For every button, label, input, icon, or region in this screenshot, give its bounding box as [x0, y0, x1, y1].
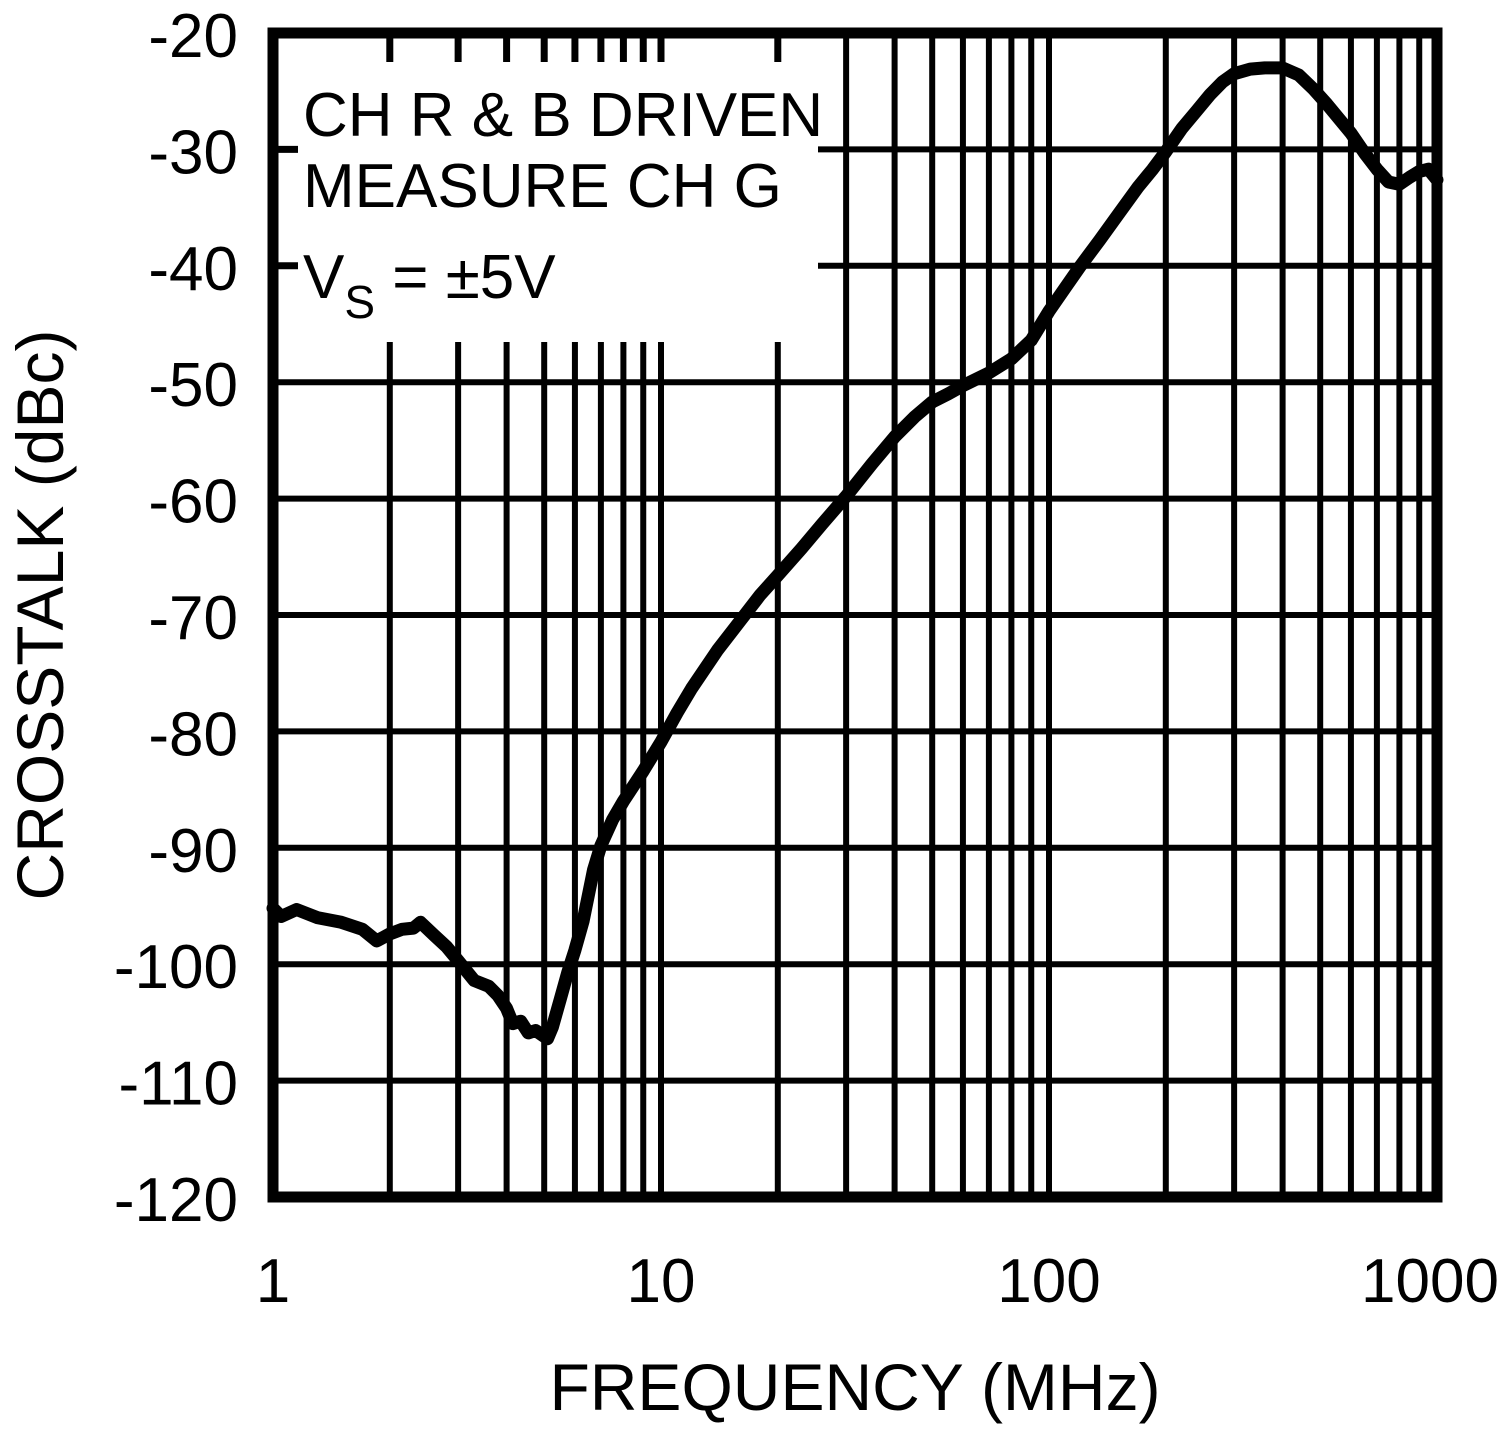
x-tick-label: 10	[627, 1247, 696, 1316]
y-tick-label: -70	[148, 584, 238, 653]
crosstalk-curve	[266, 61, 1444, 1046]
x-tick-labels: 1 10 100 1000	[256, 1247, 1499, 1316]
annotation-line-1: CH R & B DRIVEN	[303, 81, 823, 150]
vs-symbol: V	[303, 243, 345, 312]
x-tick-label: 1	[256, 1247, 290, 1316]
y-tick-label: -40	[148, 235, 238, 304]
plot-border	[267, 27, 1443, 1203]
y-axis-title: CROSSTALK (dBc)	[3, 330, 77, 901]
x-tick-label: 100	[997, 1247, 1100, 1316]
x-tick-label: 1000	[1361, 1247, 1499, 1316]
vs-subscript: S	[344, 276, 375, 328]
y-tick-label: -20	[148, 2, 238, 71]
y-tick-label: -30	[148, 118, 238, 187]
annotation-line-2: MEASURE CH G	[303, 152, 782, 221]
y-tick-label: -100	[114, 933, 238, 1002]
y-tick-label: -80	[148, 700, 238, 769]
vs-value: = ±5V	[375, 243, 556, 312]
annotation-line-3: VS = ±5V	[303, 243, 556, 328]
y-tick-label: -90	[148, 817, 238, 886]
x-axis-title: FREQUENCY (MHz)	[549, 1350, 1160, 1424]
y-tick-labels: -20 -30 -40 -50 -60 -70 -80 -90 -100 -110 -120	[114, 2, 238, 1235]
y-tick-label: -110	[119, 1050, 239, 1119]
y-tick-label: -60	[148, 468, 238, 537]
y-tick-label: -50	[148, 351, 238, 420]
y-tick-label: -120	[114, 1166, 238, 1235]
annotation-background	[278, 62, 818, 342]
